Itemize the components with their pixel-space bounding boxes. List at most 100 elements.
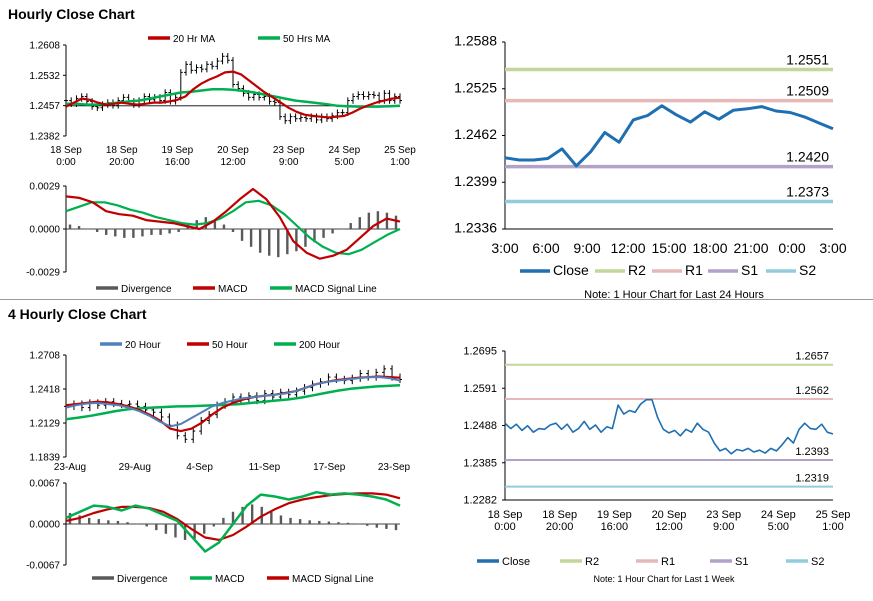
legend-50-hour-label: 50 Hour — [212, 340, 248, 351]
level-r2-label: 1.2657 — [795, 351, 829, 363]
legend-macd-signal-4h-label: MACD Signal Line — [292, 574, 374, 585]
divergence-bar-4h — [318, 520, 321, 524]
hourly-pivot-x-tick: 3:00 — [491, 240, 518, 256]
legend-20-hour-label: 20 Hour — [125, 340, 161, 351]
hourly-pivot-y-tick: 1.2336 — [454, 220, 497, 236]
divergence-bar — [249, 229, 253, 247]
hourly-price-chart: 20 Hr MA 50 Hrs MA 1.2608 1.2532 1.2457 1.238… — [29, 34, 416, 168]
divergence-bar-4h — [155, 524, 158, 531]
four-hourly-price-chart: 20 Hour 50 Hour 200 Hour 1.2708 1.2418 1.2129… — [29, 340, 410, 473]
legend-200-hour-label: 200 Hour — [299, 340, 341, 351]
divergence-bar — [77, 226, 81, 229]
weekly-pivot-x-tick-date: 18 Sep — [488, 509, 523, 521]
weekly-pivot-x-tick-time: 16:00 — [601, 521, 629, 533]
legend-divergence-label: Divergence — [121, 284, 172, 295]
divergence-bar — [331, 229, 334, 234]
divergence-bar-4h — [337, 522, 340, 524]
divergence-bar-4h — [145, 524, 148, 527]
weekly-pivot-x-tick-time: 20:00 — [546, 521, 574, 533]
divergence-bar — [376, 211, 380, 229]
four-hourly-macd-chart: 0.0067 0.0000 -0.0067 Divergence MACD MACD Si… — [26, 479, 401, 585]
divergence-bar — [340, 229, 343, 230]
divergence-bar-4h — [298, 519, 302, 524]
pivot-legend-s2-label: S2 — [799, 262, 816, 278]
four-hourly-x-tick: 23-Aug — [54, 462, 86, 473]
legend-divergence-4h-label: Divergence — [117, 574, 168, 585]
four-hourly-x-tick: 4-Sep — [186, 462, 213, 473]
hourly-pivot-y-tick: 1.2462 — [454, 126, 497, 142]
hourly-pivot-y-tick: 1.2588 — [454, 33, 497, 49]
weekly-pivot-x-tick-date: 18 Sep — [542, 509, 577, 521]
weekly-pivot-x-tick-date: 20 Sep — [652, 509, 687, 521]
hourly-price-y-tick: 1.2608 — [29, 41, 60, 52]
weekly-pivot-x-tick-date: 25 Sep — [816, 509, 851, 521]
divergence-bar-4h — [97, 519, 100, 524]
divergence-bar-4h — [394, 524, 398, 531]
four-hourly-macd-y-tick: -0.0067 — [26, 561, 60, 572]
divergence-bar-4h — [203, 524, 206, 534]
weekly-pivot-note: Note: 1 Hour Chart for Last 1 Week — [594, 574, 735, 584]
hourly-price-x-tick-time: 9:00 — [279, 157, 299, 168]
divergence-bar — [177, 229, 180, 232]
divergence-bar-4h — [68, 512, 72, 524]
divergence-bar — [240, 229, 244, 241]
divergence-bar — [141, 229, 144, 237]
hourly-price-x-tick-date: 19 Sep — [161, 145, 193, 156]
divergence-bar — [358, 217, 361, 229]
divergence-bar — [304, 229, 307, 247]
four-hourly-x-tick: 11-Sep — [249, 462, 281, 473]
weekly-pivot-y-tick: 1.2282 — [463, 495, 497, 507]
level-s1-label: 1.2420 — [786, 149, 829, 165]
four-hourly-price-y-tick: 1.2129 — [29, 419, 60, 430]
divergence-bar — [150, 229, 153, 235]
divergence-bar — [394, 215, 398, 229]
divergence-bar-4h — [346, 522, 350, 524]
divergence-bar-4h — [135, 524, 139, 525]
hourly-pivot-chart: 1.2588 1.2525 1.2462 1.2399 1.2336 1.2551 1.25… — [454, 33, 847, 301]
divergence-bar — [123, 229, 126, 238]
section-divider — [0, 299, 873, 300]
divergence-bar — [313, 229, 316, 243]
hourly-price-x-tick-time: 1:00 — [390, 157, 410, 168]
divergence-bar-4h — [231, 511, 235, 524]
hourly-pivot-y-tick: 1.2525 — [454, 79, 497, 95]
legend-macd-label: MACD — [218, 284, 247, 295]
divergence-bar-4h — [87, 517, 91, 524]
divergence-bar — [168, 229, 171, 234]
divergence-bar — [268, 229, 271, 256]
divergence-bar-4h — [279, 515, 283, 524]
hourly-pivot-x-tick: 12:00 — [610, 240, 645, 256]
hourly-pivot-x-tick: 21:00 — [733, 240, 768, 256]
four-hourly-section-title: 4 Hourly Close Chart — [8, 306, 147, 322]
pivot-legend-close-label: Close — [553, 262, 589, 278]
sma20-line — [65, 376, 401, 428]
level-s2-label: 1.2319 — [795, 473, 829, 485]
four-hourly-price-y-tick: 1.2418 — [29, 385, 60, 396]
hourly-macd-chart: 0.0029 0.0000 -0.0029 Divergence MACD MACD Si… — [26, 182, 401, 295]
divergence-bar — [86, 229, 90, 230]
hourly-pivot-x-tick: 6:00 — [532, 240, 559, 256]
weekly-legend-close-label: Close — [502, 556, 530, 568]
divergence-bar — [95, 229, 99, 232]
divergence-bar — [222, 224, 226, 229]
weekly-pivot-x-tick-date: 23 Sep — [706, 509, 741, 521]
weekly-legend-s2-label: S2 — [811, 556, 824, 568]
divergence-bar-4h — [308, 520, 311, 524]
weekly-pivot-y-tick: 1.2385 — [463, 457, 497, 469]
close-line — [504, 104, 834, 168]
hourly-pivot-x-tick: 0:00 — [778, 240, 805, 256]
divergence-bar — [231, 229, 235, 232]
macd-line — [65, 187, 401, 260]
divergence-bar-4h — [241, 506, 244, 524]
divergence-bar-4h — [183, 524, 187, 540]
divergence-bar — [295, 229, 298, 252]
weekly-legend-r2-label: R2 — [585, 556, 599, 568]
weekly-pivot-x-tick-time: 0:00 — [494, 521, 515, 533]
hourly-pivot-x-tick: 18:00 — [692, 240, 727, 256]
divergence-bar — [105, 229, 108, 235]
hourly-price-x-tick-time: 0:00 — [56, 157, 76, 168]
sma200-line — [65, 384, 401, 421]
divergence-bar-4h — [327, 521, 331, 524]
four-hourly-price-y-tick: 1.2708 — [29, 351, 60, 362]
